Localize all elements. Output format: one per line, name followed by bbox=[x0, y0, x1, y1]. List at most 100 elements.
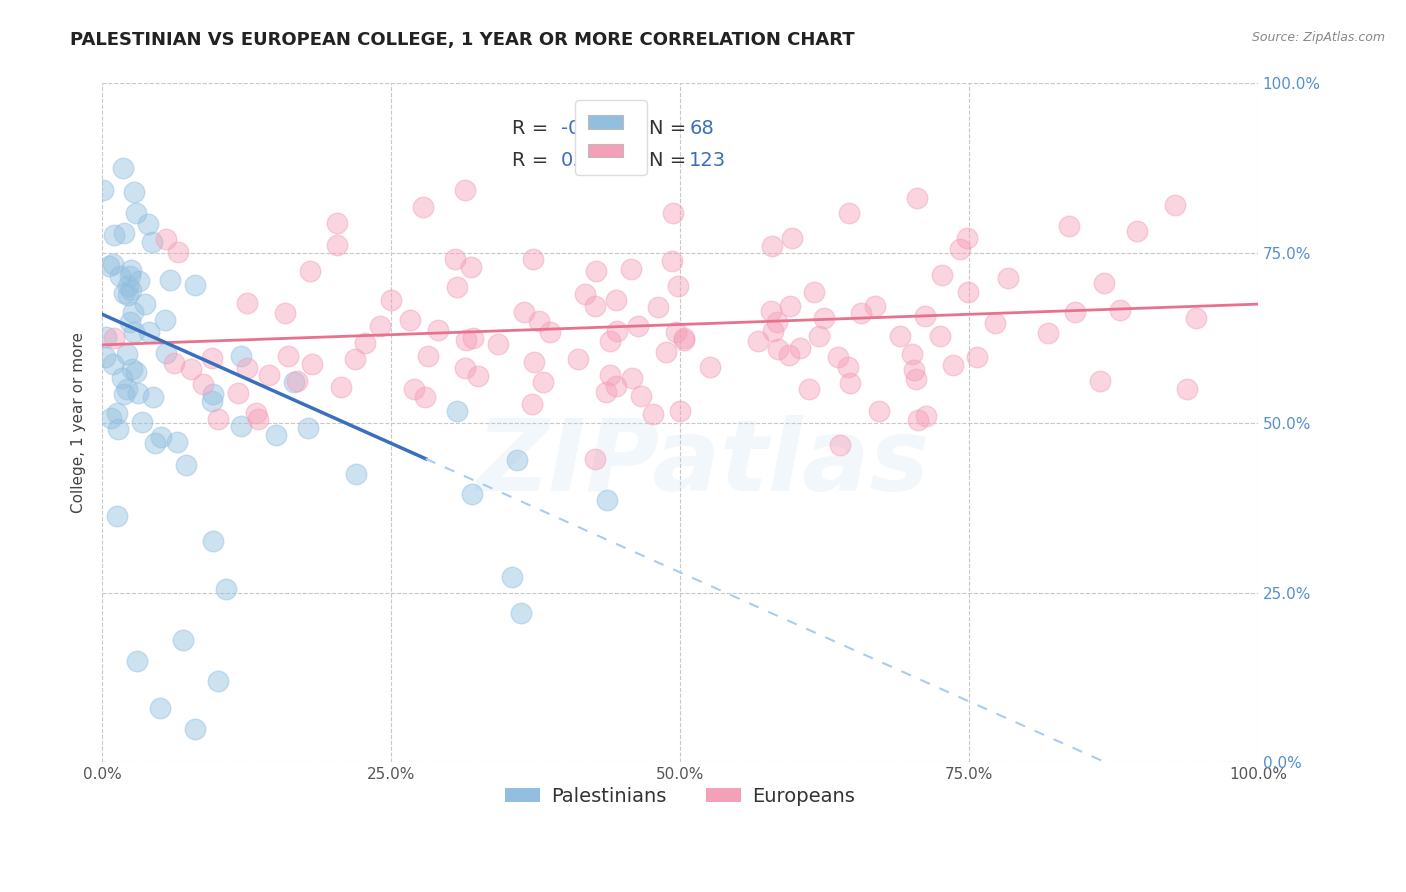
Point bbox=[103, 257, 125, 271]
Point bbox=[245, 406, 267, 420]
Point bbox=[583, 299, 606, 313]
Point bbox=[159, 273, 181, 287]
Point bbox=[522, 252, 544, 266]
Point bbox=[903, 363, 925, 377]
Point bbox=[803, 285, 825, 299]
Text: -0.187: -0.187 bbox=[561, 120, 624, 138]
Point bbox=[107, 422, 129, 436]
Point bbox=[531, 376, 554, 390]
Point bbox=[120, 283, 142, 297]
Point bbox=[666, 279, 689, 293]
Point bbox=[354, 336, 377, 351]
Point bbox=[621, 371, 644, 385]
Text: 0.116: 0.116 bbox=[561, 152, 617, 170]
Point bbox=[596, 492, 619, 507]
Point bbox=[94, 351, 117, 365]
Point bbox=[201, 351, 224, 365]
Point bbox=[956, 231, 979, 245]
Point bbox=[297, 420, 319, 434]
Point bbox=[149, 701, 172, 715]
Point bbox=[454, 334, 477, 348]
Point bbox=[501, 570, 523, 584]
Point bbox=[131, 415, 153, 429]
Point bbox=[103, 227, 125, 242]
Point bbox=[759, 303, 782, 318]
Point bbox=[201, 394, 224, 409]
Point bbox=[931, 268, 953, 283]
Point bbox=[413, 390, 436, 404]
Point bbox=[298, 263, 321, 277]
Point bbox=[665, 325, 688, 339]
Point bbox=[117, 279, 139, 293]
Point bbox=[330, 380, 353, 394]
Point bbox=[138, 325, 160, 339]
Point bbox=[661, 253, 683, 268]
Legend: Palestinians, Europeans: Palestinians, Europeans bbox=[496, 780, 863, 814]
Point bbox=[326, 238, 349, 252]
Point bbox=[983, 316, 1005, 330]
Point bbox=[163, 356, 186, 370]
Point bbox=[134, 297, 156, 311]
Point bbox=[443, 252, 465, 267]
Point bbox=[808, 328, 831, 343]
Point bbox=[412, 200, 434, 214]
Point bbox=[668, 403, 690, 417]
Point bbox=[1090, 374, 1112, 388]
Point bbox=[486, 337, 509, 351]
Text: N =: N = bbox=[648, 152, 692, 170]
Point bbox=[789, 341, 811, 355]
Point bbox=[226, 385, 249, 400]
Point bbox=[344, 352, 367, 367]
Point bbox=[416, 349, 439, 363]
Point bbox=[837, 360, 859, 375]
Point bbox=[1184, 310, 1206, 325]
Point bbox=[446, 404, 468, 418]
Point bbox=[93, 183, 115, 197]
Point bbox=[446, 279, 468, 293]
Point bbox=[183, 722, 205, 736]
Point bbox=[202, 387, 225, 401]
Point bbox=[454, 360, 477, 375]
Point bbox=[583, 451, 606, 466]
Point bbox=[1059, 219, 1081, 233]
Point bbox=[904, 372, 927, 386]
Point bbox=[128, 274, 150, 288]
Point bbox=[180, 362, 202, 376]
Point bbox=[112, 285, 135, 300]
Point bbox=[229, 349, 252, 363]
Point bbox=[202, 533, 225, 548]
Point bbox=[283, 375, 305, 389]
Point bbox=[827, 350, 849, 364]
Point bbox=[259, 368, 281, 382]
Point bbox=[838, 206, 860, 220]
Point bbox=[641, 407, 664, 421]
Point bbox=[595, 384, 617, 399]
Point bbox=[100, 410, 122, 425]
Point bbox=[813, 310, 835, 325]
Point bbox=[346, 467, 368, 481]
Point bbox=[997, 271, 1019, 285]
Point bbox=[513, 304, 536, 318]
Point bbox=[905, 191, 928, 205]
Point bbox=[647, 300, 669, 314]
Point bbox=[118, 268, 141, 283]
Point bbox=[901, 347, 924, 361]
Text: N =: N = bbox=[648, 120, 692, 138]
Point bbox=[915, 409, 938, 424]
Text: R =: R = bbox=[512, 152, 561, 170]
Point bbox=[761, 239, 783, 253]
Text: 68: 68 bbox=[689, 120, 714, 138]
Point bbox=[166, 435, 188, 450]
Point bbox=[672, 331, 695, 345]
Point bbox=[125, 205, 148, 219]
Point bbox=[277, 350, 299, 364]
Point bbox=[1175, 383, 1198, 397]
Text: Source: ZipAtlas.com: Source: ZipAtlas.com bbox=[1251, 31, 1385, 45]
Text: 123: 123 bbox=[689, 152, 727, 170]
Point bbox=[207, 673, 229, 688]
Point bbox=[567, 351, 589, 366]
Point bbox=[1092, 277, 1115, 291]
Point bbox=[105, 509, 128, 524]
Point bbox=[585, 264, 607, 278]
Point bbox=[957, 285, 980, 300]
